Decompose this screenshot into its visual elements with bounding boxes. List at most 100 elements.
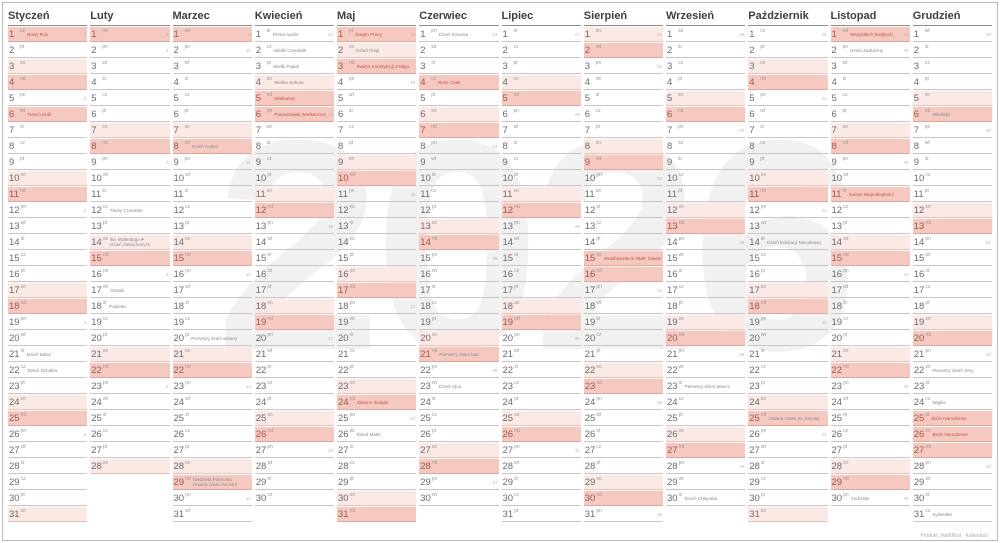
weekday-abbr: nd <box>596 492 602 498</box>
day-number: 2 <box>420 44 426 56</box>
day-number: 11 <box>9 188 19 200</box>
day-cell: 13 pn 16 <box>254 219 334 234</box>
day-number: 25 <box>667 412 678 424</box>
weekday-abbr: cz <box>102 316 108 322</box>
weekday-abbr: nd <box>102 364 109 370</box>
day-cell: 1 śr 27 <box>501 27 581 42</box>
holiday-label-line: Wniebowzięcie NMP, Święto WP <box>603 255 662 261</box>
day-number: 25 <box>255 412 267 424</box>
day-cell: 3 pn 32 <box>583 59 663 74</box>
day-cell: 2 cz <box>501 43 581 58</box>
day-number: 9 <box>667 156 673 168</box>
day-number: 23 <box>667 380 678 392</box>
day-cell: 14 pn 38 <box>666 235 746 250</box>
day-number: 31 <box>584 508 596 520</box>
day-cell: 12 cz <box>830 203 910 218</box>
weekday-abbr: so <box>184 124 190 130</box>
month-name: Październik <box>748 10 828 26</box>
day-number: 20 <box>338 332 349 344</box>
day-cell: 11 pn 20 <box>337 187 417 202</box>
weekday-abbr: wt <box>185 508 191 514</box>
day-number: 3 <box>338 60 344 72</box>
weekday-abbr: śr <box>596 428 601 434</box>
day-cell: 13 wt <box>8 219 88 234</box>
weekday-abbr: pt <box>184 108 189 114</box>
day-number: 6 <box>338 108 344 120</box>
day-number: 3 <box>913 60 920 72</box>
day-cell: 2 nd <box>583 43 663 58</box>
weekday-abbr: cz <box>514 268 520 274</box>
holiday-label: Dzień Kobiet <box>192 144 251 149</box>
day-cell: 25 wt <box>583 411 663 426</box>
day-number: 30 <box>667 492 678 504</box>
day-number: 20 <box>831 332 843 344</box>
day-cell: 2 pt <box>748 43 828 58</box>
holiday-label: Wielkanoc <box>274 96 333 101</box>
weekday-abbr: śr <box>184 188 189 194</box>
day-number: 17 <box>173 284 185 296</box>
day-cell: 20 wt <box>8 331 88 346</box>
holiday-label-line: Święto Niepodległości <box>848 191 894 197</box>
day-number: 29 <box>584 476 596 488</box>
weekday-abbr: so <box>596 364 602 370</box>
day-number: 24 <box>667 396 678 408</box>
weekday-abbr: śr <box>842 188 847 194</box>
week-number: 25 <box>492 255 498 261</box>
weekday-abbr: cz <box>760 28 766 34</box>
weekday-abbr: śr <box>102 300 107 306</box>
day-number: 6 <box>584 108 591 120</box>
day-cell: 22 cz <box>748 363 828 378</box>
weekday-abbr: pn <box>842 44 849 50</box>
day-cell: 23 pn 9 <box>90 379 170 394</box>
day-cell: 29 so <box>583 475 663 490</box>
day-number: 21 <box>502 348 514 360</box>
weekday-abbr: pn <box>431 28 437 34</box>
weekday-abbr: śr <box>349 332 354 338</box>
day-cell: 31 so <box>748 507 828 522</box>
day-number: 10 <box>173 172 185 184</box>
weekday-abbr: cz <box>431 188 437 194</box>
day-number: 17 <box>502 284 514 296</box>
day-cell: 20 wt <box>748 331 828 346</box>
weekday-abbr: wt <box>20 108 25 114</box>
day-number: 14 <box>338 236 349 248</box>
weekday-abbr: pn <box>349 412 356 418</box>
day-cell: 23 cz <box>501 379 581 394</box>
week-number: 15 <box>327 111 333 117</box>
day-cell: 5 nd <box>501 91 581 106</box>
weekday-abbr: cz <box>843 428 849 434</box>
day-number: 8 <box>420 140 426 152</box>
day-number: 20 <box>9 332 20 344</box>
day-cell: 4 pn 19 <box>337 75 417 90</box>
day-cell: 12 śr <box>583 203 663 218</box>
week-number: 21 <box>410 303 416 309</box>
day-cell: 19 so <box>666 315 746 330</box>
day-number: 5 <box>584 92 591 104</box>
day-cell: 5 wt <box>337 91 417 106</box>
day-number: 8 <box>173 140 179 152</box>
day-cell: 17 pt <box>254 283 334 298</box>
day-number: 29 <box>502 476 514 488</box>
day-cell: 6 pn 28 <box>501 107 581 122</box>
day-cell: 22 wt Pierwszy dzień zimy <box>912 363 992 378</box>
day-cell: 21 śr <box>748 347 828 362</box>
day-number: 25 <box>173 412 185 424</box>
day-number: 22 <box>913 364 925 376</box>
day-number: 21 <box>91 348 102 360</box>
day-cell: 15 wt <box>912 251 992 266</box>
weekday-abbr: so <box>20 172 26 178</box>
weekday-abbr: nd <box>267 428 273 434</box>
day-cell: 21 pn 39 <box>666 347 746 362</box>
day-number: 23 <box>913 380 925 392</box>
week-number: 4 <box>83 319 87 325</box>
weekday-abbr: so <box>925 316 931 322</box>
weekday-abbr: so <box>349 268 355 274</box>
